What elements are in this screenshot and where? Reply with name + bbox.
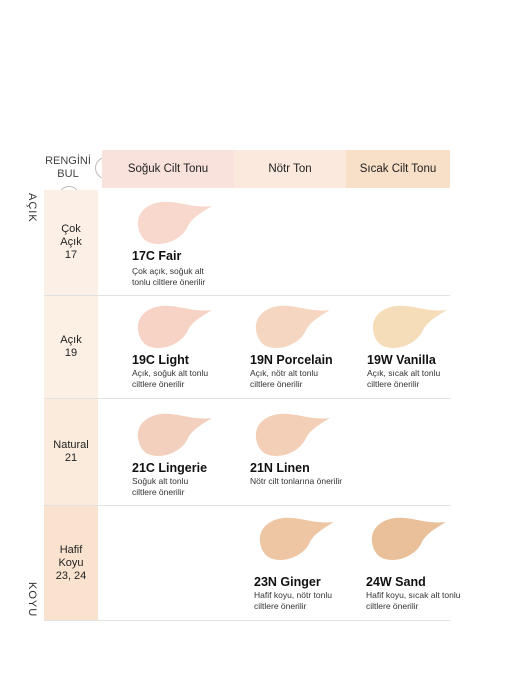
row-label-line: Koyu [58,556,84,569]
row-divider [44,398,450,399]
shade-card-19c[interactable]: 19C Light Açık, soğuk alt tonlu ciltlere… [132,300,242,389]
swatch-icon [137,413,212,457]
column-header-warm: Sıcak Cilt Tonu [346,150,450,188]
row-label-line: 21 [64,452,78,464]
shade-name: 24W Sand [366,575,426,589]
row-label-line: Çok [61,223,81,235]
row-divider [44,295,450,296]
row-label-medium-dark: Hafif Koyu 23, 24 [44,506,98,620]
column-header-cool: Soğuk Cilt Tonu [102,150,234,188]
shade-desc-line: Soğuk alt tonlu [132,476,189,486]
shade-name: 17C Fair [132,249,182,263]
swatch-icon [255,305,330,349]
swatch-icon [137,305,212,349]
side-label-dark: KOYU [26,582,38,618]
shade-card-21c[interactable]: 21C Lingerie Soğuk alt tonlu ciltlere ön… [132,408,242,497]
shade-desc-line: Açık, sıcak alt tonlu [367,368,441,378]
shade-desc-line: ciltlere önerilir [250,378,303,389]
shade-card-24w[interactable]: 24W Sand Hafif koyu, sıcak alt tonlu cil… [366,512,471,611]
swatch-icon [372,305,447,349]
shade-desc-line: ciltlere önerilir [366,600,419,611]
side-label-light: AÇIK [26,193,38,223]
shade-name: 19W Vanilla [367,353,436,367]
row-label-natural: Natural 21 [44,399,98,505]
find-label-line2: BUL [57,168,79,180]
shade-name: 19N Porcelain [250,353,333,367]
shade-desc-line: ciltlere önerilir [132,378,185,389]
row-label-line: 19 [64,347,78,359]
shade-card-23n[interactable]: 23N Ginger Hafif koyu, nötr tonlu ciltle… [254,512,359,611]
column-header-neutral: Nötr Ton [234,150,346,188]
shade-desc-line: ciltlere önerilir [132,486,185,497]
row-divider [44,620,450,621]
shade-desc-line: Hafif koyu, sıcak alt tonlu [366,590,461,600]
shade-name: 19C Light [132,353,189,367]
row-label-line: Hafif [59,543,83,556]
shade-desc-line: Hafif koyu, nötr tonlu [254,590,332,600]
swatch-icon [137,201,212,245]
shade-desc-line: tonlu ciltlere önerilir [132,276,206,287]
row-label-light: Açık 19 [44,296,98,398]
shade-name: 21C Lingerie [132,461,208,475]
shade-desc-line: ciltlere önerilir [367,378,420,389]
find-label-line1: RENGİNİ [45,155,91,167]
shade-card-19w[interactable]: 19W Vanilla Açık, sıcak alt tonlu ciltle… [367,300,452,389]
row-label-line: Açık [60,236,82,248]
shade-desc-line: Açık, soğuk alt tonlu [132,368,209,378]
shade-card-17c[interactable]: 17C Fair Çok açık, soğuk alt tonlu ciltl… [132,196,242,287]
swatch-icon [371,517,446,561]
row-label-line: Natural [53,439,89,451]
shade-desc-line: Açık, nötr alt tonlu [250,368,319,378]
shade-name: 23N Ginger [254,575,321,589]
row-label-very-light: Çok Açık 17 [44,190,98,295]
shade-desc-line: Nötr cilt tonlarına önerilir [250,476,343,486]
find-shade-label: RENGİNİ BUL [40,155,96,181]
shade-desc-line: ciltlere önerilir [254,600,307,611]
row-label-line: 17 [64,249,78,261]
shade-card-19n[interactable]: 19N Porcelain Açık, nötr alt tonlu ciltl… [250,300,355,389]
row-label-line: Açık [60,334,82,346]
shade-card-21n[interactable]: 21N Linen Nötr cilt tonlarına önerilir [250,408,360,487]
row-label-line: 23, 24 [55,569,87,582]
swatch-icon [255,413,330,457]
shade-desc-line: Çok açık, soğuk alt [132,266,204,276]
shade-name: 21N Linen [250,461,310,475]
row-divider [44,505,450,506]
swatch-icon [259,517,334,561]
